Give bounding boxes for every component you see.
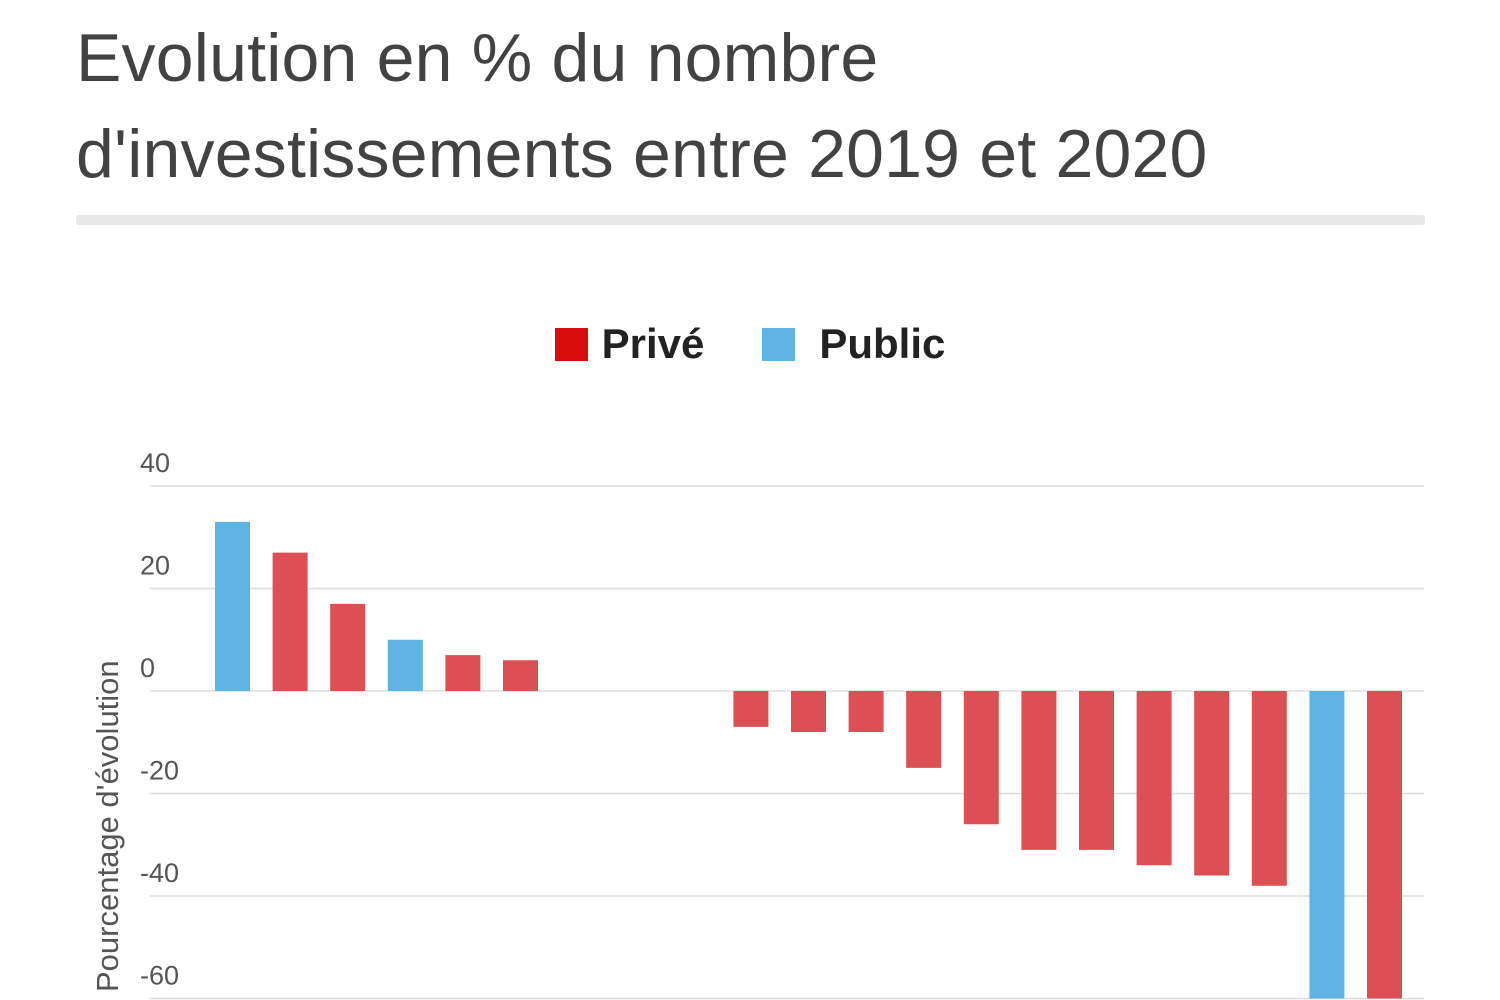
- bar-prive[interactable]: [906, 691, 942, 768]
- bar-prive[interactable]: [963, 691, 999, 825]
- legend-item-prive[interactable]: Privé: [554, 318, 705, 370]
- legend-swatch-public: [762, 327, 796, 361]
- bar-prive[interactable]: [1194, 691, 1230, 876]
- bars: [215, 521, 1402, 999]
- gridlines: [150, 485, 1424, 1000]
- title-divider: [76, 215, 1425, 225]
- bar-prive[interactable]: [1251, 691, 1287, 886]
- y-tick-label: 20: [140, 551, 170, 581]
- bar-prive[interactable]: [1136, 691, 1172, 866]
- y-axis-title: Pourcentage d'évolution: [90, 660, 125, 992]
- y-tick-label: -40: [140, 858, 179, 888]
- chart-legend: Privé Public: [0, 318, 1500, 370]
- bar-prive[interactable]: [733, 691, 769, 727]
- bar-public[interactable]: [387, 639, 423, 691]
- legend-label-public: Public: [819, 320, 946, 367]
- legend-swatch-prive: [554, 327, 588, 361]
- y-tick-label: 40: [140, 448, 170, 478]
- bar-prive[interactable]: [791, 691, 826, 732]
- bar-prive[interactable]: [445, 655, 481, 691]
- y-tick-label: -20: [140, 756, 179, 786]
- bar-prive[interactable]: [1079, 691, 1114, 850]
- bar-prive[interactable]: [1021, 691, 1057, 850]
- chart-title: Evolution en % du nombre d'investissemen…: [76, 20, 1208, 192]
- y-tick-label: -60: [140, 961, 179, 991]
- y-tick-label: 0: [140, 653, 155, 683]
- bar-public[interactable]: [215, 521, 250, 691]
- bar-prive[interactable]: [848, 691, 884, 732]
- bar-prive[interactable]: [1367, 691, 1402, 999]
- y-tick-labels: 40 20 0 -20 -40 -60: [140, 448, 179, 991]
- bar-prive[interactable]: [503, 660, 538, 691]
- bar-prive[interactable]: [330, 603, 366, 691]
- legend-item-public[interactable]: Public: [762, 318, 945, 370]
- legend-label-prive: Privé: [601, 320, 705, 367]
- bar-public[interactable]: [1309, 691, 1345, 999]
- bar-prive[interactable]: [272, 552, 308, 691]
